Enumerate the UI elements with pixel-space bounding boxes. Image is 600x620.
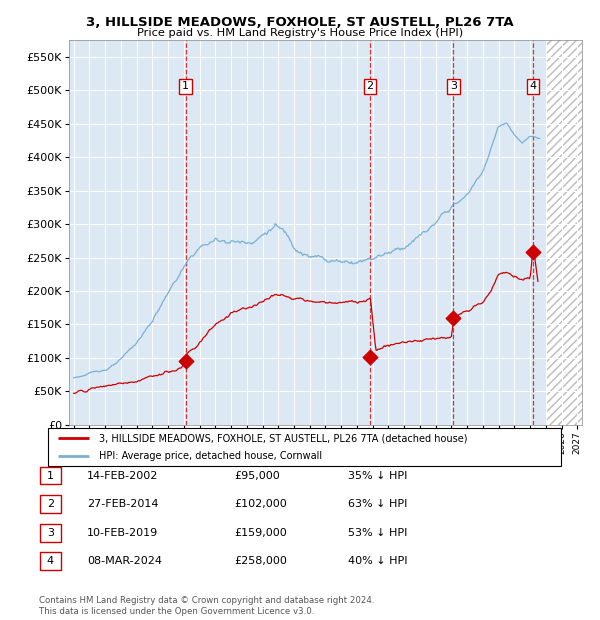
Text: 08-MAR-2024: 08-MAR-2024	[87, 556, 162, 566]
Bar	[546, 40, 582, 425]
Text: 3: 3	[450, 81, 457, 91]
Text: £258,000: £258,000	[234, 556, 287, 566]
FancyBboxPatch shape	[40, 552, 61, 570]
Text: Contains HM Land Registry data © Crown copyright and database right 2024.
This d: Contains HM Land Registry data © Crown c…	[39, 596, 374, 616]
Text: 2: 2	[367, 81, 374, 91]
Text: 14-FEB-2002: 14-FEB-2002	[87, 471, 158, 480]
Text: 2: 2	[47, 499, 54, 509]
Text: 27-FEB-2014: 27-FEB-2014	[87, 499, 158, 509]
FancyBboxPatch shape	[40, 495, 61, 513]
Text: 53% ↓ HPI: 53% ↓ HPI	[348, 528, 407, 538]
FancyBboxPatch shape	[48, 428, 561, 466]
FancyBboxPatch shape	[40, 524, 61, 541]
Text: 3, HILLSIDE MEADOWS, FOXHOLE, ST AUSTELL, PL26 7TA: 3, HILLSIDE MEADOWS, FOXHOLE, ST AUSTELL…	[86, 16, 514, 29]
Text: HPI: Average price, detached house, Cornwall: HPI: Average price, detached house, Corn…	[100, 451, 322, 461]
Text: Price paid vs. HM Land Registry's House Price Index (HPI): Price paid vs. HM Land Registry's House …	[137, 28, 463, 38]
Point	[365, 352, 375, 361]
Text: £102,000: £102,000	[234, 499, 287, 509]
Text: £95,000: £95,000	[234, 471, 280, 480]
Text: 40% ↓ HPI: 40% ↓ HPI	[348, 556, 407, 566]
Text: 3, HILLSIDE MEADOWS, FOXHOLE, ST AUSTELL, PL26 7TA (detached house): 3, HILLSIDE MEADOWS, FOXHOLE, ST AUSTELL…	[100, 433, 468, 443]
Text: 1: 1	[182, 81, 189, 91]
Point	[448, 314, 458, 324]
Text: 10-FEB-2019: 10-FEB-2019	[87, 528, 158, 538]
Text: 1: 1	[47, 471, 54, 480]
Text: 35% ↓ HPI: 35% ↓ HPI	[348, 471, 407, 480]
Point	[528, 247, 538, 257]
Text: 63% ↓ HPI: 63% ↓ HPI	[348, 499, 407, 509]
Point	[181, 356, 191, 366]
FancyBboxPatch shape	[40, 467, 61, 484]
Text: 3: 3	[47, 528, 54, 538]
Text: 4: 4	[529, 81, 536, 91]
Text: £159,000: £159,000	[234, 528, 287, 538]
Text: 4: 4	[47, 556, 54, 566]
